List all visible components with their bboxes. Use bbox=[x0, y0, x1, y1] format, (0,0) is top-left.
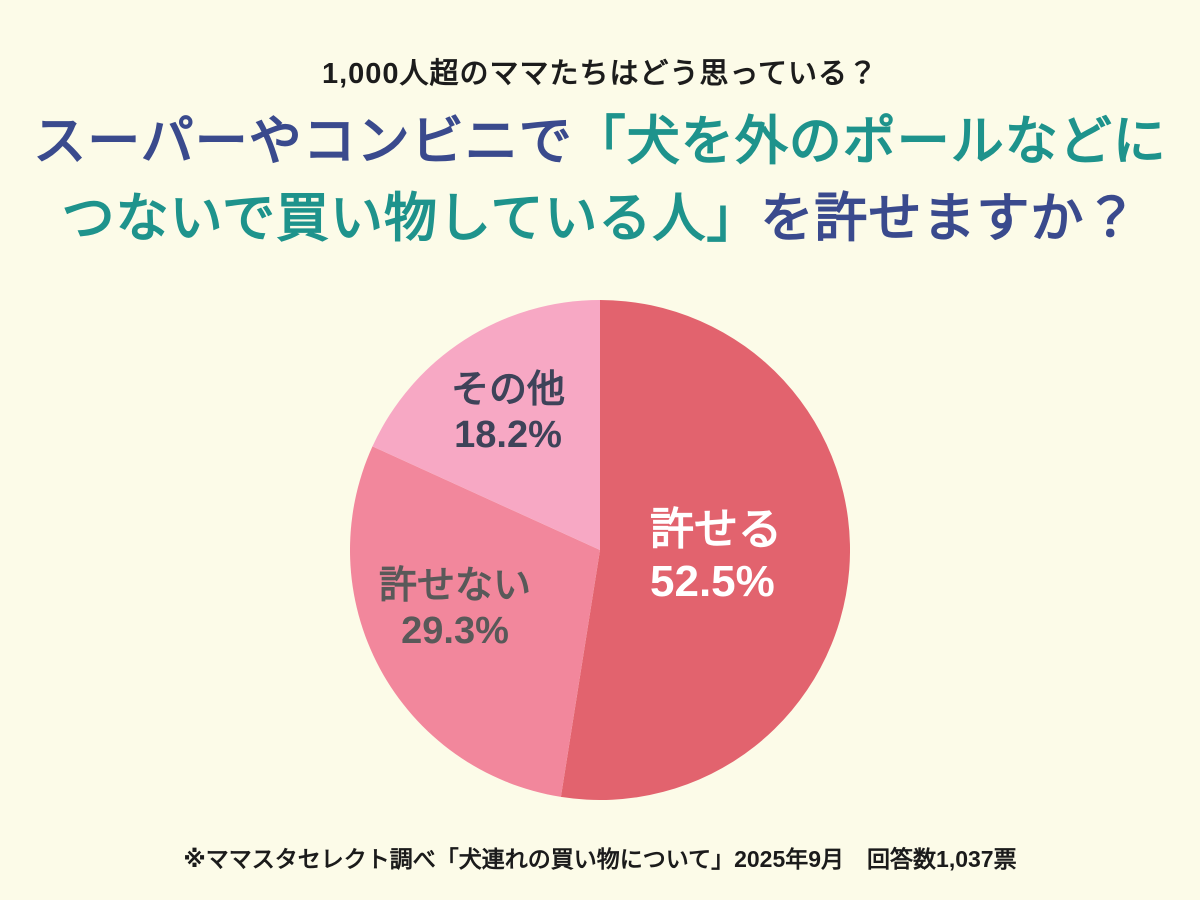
title-line2-part-teal: つないで買い物している人」 bbox=[61, 188, 761, 248]
slice-label-value: 18.2% bbox=[454, 413, 562, 456]
title-line-2: つないで買い物している人」を許せますか？ bbox=[0, 181, 1200, 258]
slice-label-text: 許せる bbox=[650, 505, 782, 554]
slice-label-yurusenai: 許せない 29.3% bbox=[330, 564, 580, 654]
pie-slice-2 bbox=[372, 300, 600, 550]
slice-label-value: 52.5% bbox=[650, 556, 775, 606]
slice-label-yuruseru: 許せる 52.5% bbox=[650, 504, 782, 608]
title-line-1: スーパーやコンビニで「犬を外のポールなどに bbox=[0, 104, 1200, 181]
slice-label-text: 許せない bbox=[378, 565, 531, 607]
pie-chart-svg bbox=[350, 300, 850, 800]
pie-chart: 許せる 52.5% 許せない 29.3% その他 18.2% bbox=[350, 300, 850, 800]
footnote: ※ママスタセレクト調べ「犬連れの買い物について」2025年9月 回答数1,037… bbox=[183, 846, 1017, 872]
title-line1-part-teal: 「犬を外のポールなどに bbox=[572, 112, 1167, 171]
slice-label-sonota: その他 18.2% bbox=[398, 368, 618, 458]
title-line1-part-blue: スーパーやコンビニで bbox=[33, 112, 573, 171]
kicker-heading: 1,000人超のママたちはどう思っている？ bbox=[321, 58, 879, 90]
pie-slice-0 bbox=[560, 300, 850, 800]
slice-label-text: その他 bbox=[450, 369, 565, 411]
title-line2-part-blue: を許せますか？ bbox=[760, 188, 1139, 248]
main-title: スーパーやコンビニで「犬を外のポールなどに つないで買い物している人」を許せます… bbox=[0, 104, 1200, 258]
slice-label-value: 29.3% bbox=[401, 609, 509, 652]
pie-slice-1 bbox=[350, 446, 600, 797]
